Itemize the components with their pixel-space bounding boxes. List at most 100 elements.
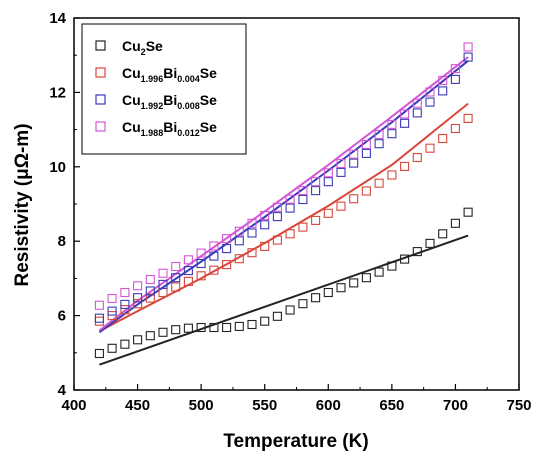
data-point-series-2	[247, 248, 257, 258]
data-point-series-2	[196, 271, 206, 281]
data-point-series-2	[412, 152, 422, 163]
data-point-series-4	[361, 139, 371, 150]
data-point-series-1	[158, 327, 168, 337]
data-point-series-1	[171, 325, 181, 335]
y-tick-labels: 4 6 8 10 12 14	[49, 10, 66, 399]
data-point-series-3	[209, 251, 219, 261]
data-point-series-3	[438, 86, 448, 96]
data-point-series-3	[272, 212, 282, 222]
data-point-series-2	[438, 133, 448, 144]
y-tick-label: 8	[58, 233, 66, 250]
data-point-series-3	[260, 220, 270, 230]
data-point-series-3	[400, 118, 410, 128]
data-point-series-1	[120, 339, 130, 349]
y-tick-label: 10	[49, 159, 66, 176]
legend-label: Cu1.996Bi0.004Se	[122, 65, 217, 84]
legend-label: Cu1.988Bi0.012Se	[122, 119, 217, 138]
data-point-series-3	[387, 129, 397, 139]
data-point-series-1	[183, 323, 193, 333]
data-point-series-1	[374, 267, 384, 277]
data-point-series-1	[94, 348, 104, 359]
data-point-series-4	[171, 261, 181, 272]
data-point-series-4	[323, 168, 333, 178]
x-tick-label: 450	[125, 397, 150, 414]
legend-box	[81, 23, 247, 155]
data-point-series-3	[234, 236, 244, 246]
data-point-series-2	[171, 282, 181, 292]
data-point-series-4	[196, 248, 206, 258]
data-point-series-2	[285, 229, 295, 239]
data-point-series-3	[285, 203, 295, 213]
data-point-series-2	[222, 260, 232, 270]
data-point-series-2	[374, 178, 384, 188]
data-point-series-3	[463, 52, 473, 62]
data-point-series-1	[196, 322, 206, 333]
data-point-series-4	[234, 226, 244, 236]
data-point-series-2	[298, 222, 308, 232]
y-tick-label: 4	[58, 382, 67, 399]
data-point-series-3	[412, 108, 422, 118]
data-point-series-1	[400, 254, 410, 264]
data-point-series-4	[260, 210, 270, 221]
data-point-series-3	[183, 266, 193, 276]
data-point-series-4	[183, 255, 193, 265]
data-point-series-2	[145, 293, 155, 303]
axis-ticks	[73, 17, 520, 391]
data-point-series-2	[425, 143, 435, 153]
x-axis-title: Temperature (K)	[223, 431, 368, 452]
data-point-series-1	[311, 293, 321, 303]
data-point-series-1	[107, 343, 117, 353]
data-point-series-3	[425, 97, 435, 107]
data-point-series-2	[361, 186, 371, 196]
data-point-series-4	[412, 98, 422, 108]
x-tick-label: 700	[443, 397, 468, 414]
data-point-series-4	[158, 268, 168, 278]
data-point-series-4	[349, 149, 359, 159]
data-point-series-1	[336, 283, 346, 293]
data-point-series-1	[209, 322, 219, 333]
data-point-series-3	[374, 139, 384, 149]
data-point-series-4	[298, 186, 308, 196]
legend-label: Cu2Se	[122, 38, 163, 57]
legend-marker	[95, 67, 106, 78]
data-point-series-4	[107, 293, 117, 304]
data-point-series-1	[133, 335, 143, 345]
legend-label: Cu1.992Bi0.008Se	[122, 92, 217, 111]
x-tick-label: 550	[252, 397, 277, 414]
data-point-series-1	[323, 287, 333, 298]
data-point-series-1	[260, 316, 270, 326]
fit-line-series-1	[99, 234, 469, 366]
data-point-series-4	[425, 87, 435, 97]
data-point-series-1	[463, 207, 473, 217]
data-point-series-4	[336, 158, 346, 169]
data-point-series-1	[222, 322, 232, 333]
data-point-series-2	[133, 299, 143, 309]
data-point-series-1	[349, 278, 359, 288]
data-point-series-4	[400, 109, 410, 119]
data-point-series-4	[133, 281, 143, 291]
x-tick-label: 500	[189, 397, 214, 414]
data-point-series-4	[285, 194, 295, 204]
y-tick-label: 12	[49, 84, 66, 101]
fit-line-series-3	[98, 60, 469, 334]
data-point-series-4	[247, 218, 257, 228]
data-point-series-3	[311, 186, 321, 196]
data-point-series-1	[412, 247, 422, 257]
data-point-series-3	[298, 194, 308, 205]
data-point-series-4	[387, 119, 397, 129]
data-point-series-3	[158, 279, 168, 289]
data-point-series-3	[107, 306, 117, 316]
data-point-series-4	[222, 234, 232, 244]
data-point-series-4	[209, 241, 219, 251]
data-point-series-3	[349, 158, 359, 168]
y-tick-label: 6	[58, 308, 66, 325]
data-point-series-3	[247, 228, 257, 238]
legend-marker	[95, 40, 106, 51]
fit-lines	[98, 56, 469, 366]
data-point-series-1	[234, 321, 244, 331]
data-point-series-2	[349, 194, 359, 204]
data-point-series-1	[298, 299, 308, 309]
data-point-series-1	[387, 261, 397, 271]
x-tick-label: 600	[316, 397, 341, 414]
data-point-series-4	[94, 300, 104, 310]
